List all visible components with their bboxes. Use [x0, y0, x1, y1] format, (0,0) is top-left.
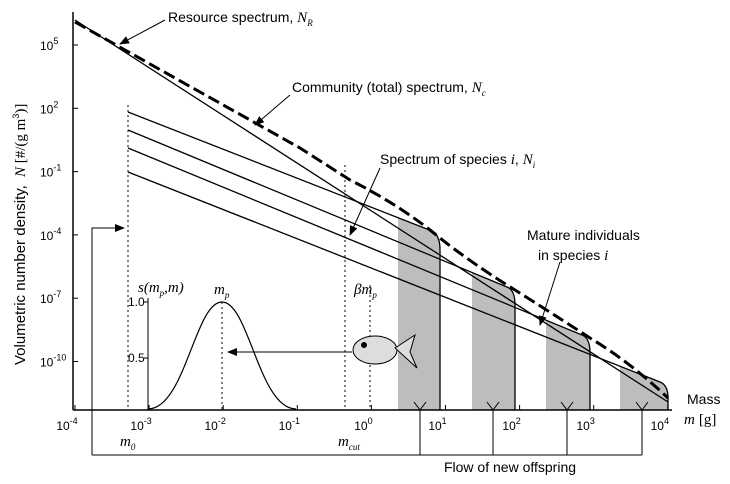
tick-base: 10 [40, 166, 54, 180]
tick-base: 10 [279, 419, 293, 433]
tick-base: 10 [577, 419, 591, 433]
x-tick-label: 10-2 [205, 416, 226, 433]
mature-regions [398, 218, 668, 410]
y-tick-label: 10-7 [40, 289, 61, 306]
x-tick-label: 10-3 [130, 416, 151, 433]
mcut-label: mcut [338, 434, 360, 452]
tick-base: 10 [40, 356, 54, 370]
reference-lines [128, 105, 370, 410]
tick-exp: -4 [53, 226, 61, 236]
x-tick-label: 10-4 [56, 416, 77, 433]
tick-base: 10 [354, 419, 368, 433]
tick-base: 10 [40, 229, 54, 243]
y-tick-label: 10-1 [40, 163, 61, 180]
x-axis-unit: m[g] [684, 412, 716, 428]
tick-exp: 2 [53, 99, 58, 109]
tick-exp: -4 [70, 416, 78, 426]
tick-base: 10 [40, 292, 54, 306]
tick-exp: -10 [53, 353, 66, 363]
tick-exp: -3 [144, 416, 152, 426]
tick-base: 10 [56, 419, 70, 433]
tick-base: 10 [40, 39, 54, 53]
selectivity-label: s(mp,m) [138, 280, 184, 298]
resource-label: Resource spectrum, NR [168, 9, 313, 28]
flow-label: Flow of new offspring [444, 459, 576, 475]
x-tick-label: 104 [651, 416, 669, 433]
tick-exp: -1 [292, 416, 300, 426]
x-tick-label: 101 [428, 416, 446, 433]
tick-exp: -2 [218, 416, 226, 426]
community-label: Community (total) spectrum, Nc [292, 79, 486, 98]
tick-base: 10 [428, 419, 442, 433]
tick-base: 10 [205, 419, 219, 433]
x-tick-label: 102 [502, 416, 520, 433]
y-tick-label: 105 [40, 36, 58, 53]
figure: 10-410-310-210-110010110210310410510210-… [0, 0, 730, 484]
mature-label: Mature individuals [527, 227, 640, 243]
x-tick-label: 103 [577, 416, 595, 433]
tick-base: 10 [651, 419, 665, 433]
tick-exp: 4 [664, 416, 669, 426]
tick-base: 10 [130, 419, 144, 433]
y-tick-label: 10-10 [40, 353, 66, 370]
x-tick-label: 10-1 [279, 416, 300, 433]
y-tick-label: 10-4 [40, 226, 61, 243]
beta-mp-label: βmp [353, 282, 377, 300]
tick-base: 10 [502, 419, 516, 433]
tick-base: 10 [40, 102, 54, 116]
tick-exp: 0 [368, 416, 373, 426]
tick-exp: 3 [590, 416, 595, 426]
species-label: Spectrum of species i, Ni [380, 151, 536, 170]
y-tick-label: 102 [40, 99, 58, 116]
x-axis-title: Mass [687, 391, 720, 407]
tick-exp: 5 [53, 36, 58, 46]
tick-exp: 1 [442, 416, 447, 426]
tick-exp: -1 [53, 163, 61, 173]
mature-label: in species i [538, 247, 608, 264]
mp-label: mp [214, 282, 230, 300]
sel-tick-label: 0.5 [128, 351, 145, 365]
x-tick-label: 100 [354, 416, 372, 433]
tick-exp: 2 [516, 416, 521, 426]
m0-label: m0 [120, 434, 136, 452]
sel-tick-label: 1.0 [128, 295, 145, 309]
y-axis-title: Volumetric number density, N [#/(g m3)] [11, 104, 29, 365]
tick-exp: -7 [53, 289, 61, 299]
